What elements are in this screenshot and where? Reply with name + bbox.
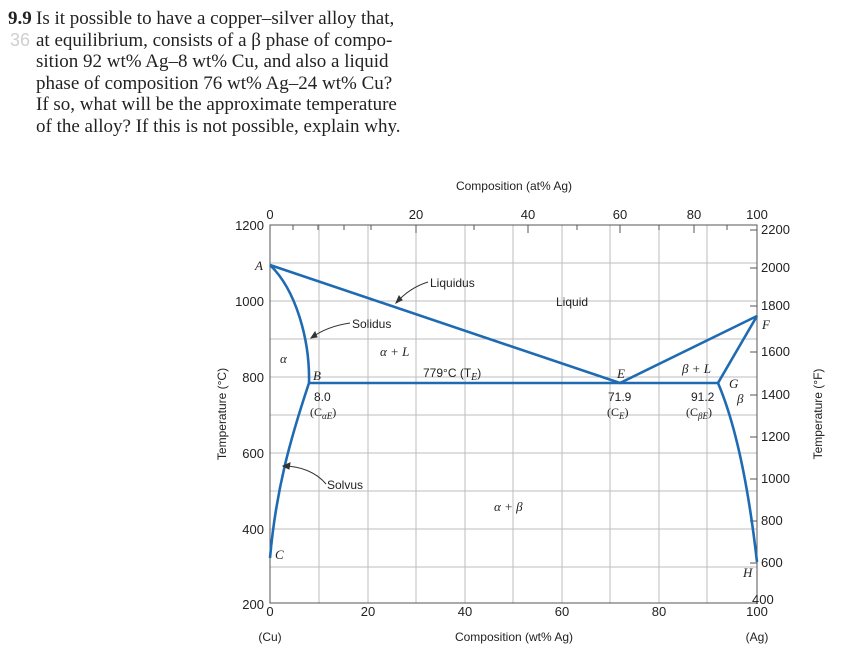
tick-label: 600 [761, 555, 783, 570]
g-composition-value: 91.2 [691, 390, 715, 404]
beta-plus-liquid-label: β + L [681, 361, 711, 376]
g-comp-close: ) [708, 405, 712, 419]
point-e-label: E [616, 366, 625, 381]
point-a-label: A [254, 258, 263, 273]
e-comp-close: ) [625, 405, 629, 419]
tick-label: 1200 [761, 429, 790, 444]
e-composition-value: 71.9 [608, 390, 632, 404]
solidus-label: Solidus [352, 317, 391, 331]
point-labels: A B C E F G H [254, 258, 771, 580]
tick-label: 0 [266, 604, 273, 619]
eutectic-temp-text: 779°C (T [423, 366, 472, 380]
problem-line: Is it possible to have a copper–silver a… [36, 8, 395, 29]
left-axis-title: Temperature (°C) [215, 368, 229, 460]
point-c-label: C [275, 547, 284, 562]
tick-label: 1000 [235, 294, 264, 309]
beta-region-label: β [736, 391, 744, 406]
grid [270, 225, 757, 603]
problem-number: 9.9 [8, 8, 32, 29]
alpha-solidus-line [269, 264, 311, 384]
tick-label: 20 [361, 604, 375, 619]
tick-label: 40 [458, 604, 472, 619]
problem-line: sition 92 wt% Ag–8 wt% Cu, and also a li… [36, 51, 389, 72]
alpha-region-label: α [280, 351, 288, 366]
solvus-pointer-head [281, 462, 291, 470]
right-axis-title: Temperature (°F) [811, 369, 825, 460]
tick-label: 800 [242, 370, 264, 385]
ag-label: (Ag) [746, 630, 769, 644]
point-f-label: F [761, 317, 771, 332]
liquidus-pointer-head [395, 295, 403, 305]
b-comp-close: ) [332, 405, 336, 419]
g-comp-sym: (C [686, 405, 698, 419]
b-composition-value: 8.0 [314, 390, 331, 404]
point-g-label: G [729, 376, 739, 391]
point-h-label: H [742, 565, 753, 580]
cu-label: (Cu) [258, 630, 281, 644]
solidus-pointer-head [309, 330, 318, 339]
tick-label: 60 [613, 207, 627, 222]
problem-line: of the alloy? If this is not possible, e… [36, 115, 401, 137]
right-ticks [750, 229, 757, 564]
problem-statement: 9.9 36 Is it possible to have a copper–s… [8, 8, 428, 137]
tick-label: 800 [761, 513, 783, 528]
alpha-plus-liquid-label: α + L [380, 344, 409, 359]
eutectic-temperature-label: 779°C (TE) [423, 366, 481, 383]
alpha-plus-beta-label: α + β [494, 499, 523, 514]
e-comp-sub: E [618, 411, 625, 421]
alpha-solvus-line [268, 382, 311, 559]
problem-line: phase of composition 76 wt% Ag–24 wt% Cu… [36, 72, 393, 94]
phase-boundaries [268, 263, 759, 563]
tick-label: 2200 [761, 222, 790, 237]
e-composition-symbol: (CE) [607, 405, 629, 421]
tick-label: 20 [409, 207, 423, 222]
plot-frame [269, 224, 758, 604]
tick-label: 1400 [761, 387, 790, 402]
problem-line: at equilibrium, consists of a β phase of… [36, 29, 393, 51]
liquidus-label: Liquidus [430, 276, 475, 290]
b-comp-sub: αE [322, 411, 333, 421]
tick-label: 1800 [761, 298, 790, 313]
liquid-region-label: Liquid [556, 295, 588, 309]
b-composition-symbol: (CαE) [310, 405, 336, 421]
left-tick-labels: 1200 1000 800 600 400 200 [235, 218, 264, 612]
beta-solvus-line [716, 382, 759, 563]
tick-label: 0 [266, 207, 273, 222]
tick-label: 100 [746, 604, 768, 619]
point-b-label: B [313, 368, 321, 383]
top-axis-title: Composition (at% Ag) [456, 179, 572, 193]
top-ticks [269, 225, 728, 233]
tick-label: 60 [555, 604, 569, 619]
tick-label: 100 [746, 207, 768, 222]
top-tick-labels: 0 20 40 60 80 100 [266, 207, 767, 222]
tick-label: 80 [652, 604, 666, 619]
tick-label: 400 [752, 592, 774, 607]
tick-label: 80 [687, 207, 701, 222]
eutectic-temp-close: ) [477, 366, 481, 380]
bottom-tick-labels: 0 20 40 60 80 100 [266, 604, 767, 619]
tick-label: 600 [242, 446, 264, 461]
e-comp-sym: (C [607, 405, 619, 419]
tick-label: 400 [242, 522, 264, 537]
beta-solidus-line [716, 315, 759, 384]
g-comp-sub: βE [697, 411, 708, 421]
tick-label: 1600 [761, 344, 790, 359]
solvus-label: Solvus [327, 478, 363, 492]
problem-ghost-text: 36 [10, 30, 31, 50]
tick-label: 2000 [761, 260, 790, 275]
tick-label: 1200 [235, 218, 264, 233]
tick-label: 200 [242, 597, 264, 612]
right-tick-labels: 2200 2000 1800 1600 1400 1200 1000 800 6… [752, 222, 790, 607]
b-comp-sym: (C [310, 405, 322, 419]
g-composition-symbol: (CβE) [686, 405, 712, 421]
tick-label: 1000 [761, 471, 790, 486]
label-pointers [281, 281, 429, 485]
problem-line: If so, what will be the approximate temp… [36, 94, 397, 115]
eutectic-temp-sub: E [470, 372, 477, 383]
tick-label: 40 [521, 207, 535, 222]
bottom-axis-title: Composition (wt% Ag) [455, 630, 573, 644]
